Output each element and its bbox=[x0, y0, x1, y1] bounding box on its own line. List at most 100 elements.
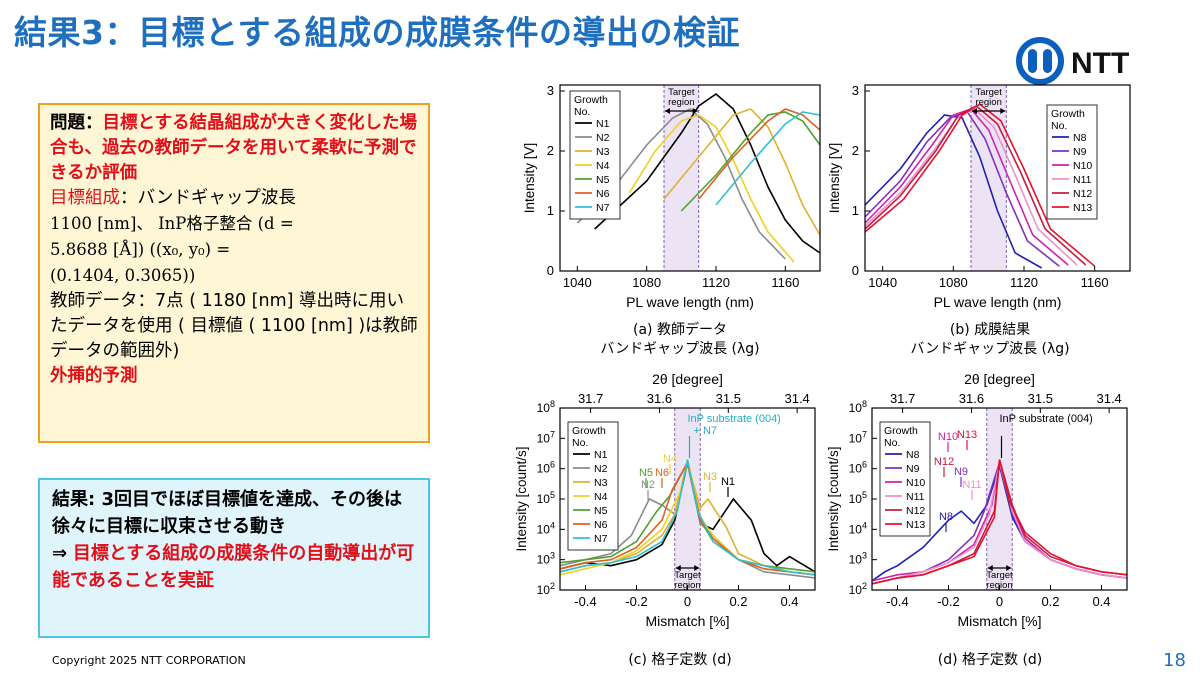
peak-label-n12: N12 bbox=[934, 456, 954, 468]
page-title: 結果3：目標とする組成の成膜条件の導出の検証 bbox=[14, 13, 740, 52]
target-arrow-right-head bbox=[692, 108, 698, 114]
plot-frame bbox=[559, 84, 821, 272]
y-axis-label: Intensity [count/s] bbox=[514, 446, 529, 551]
peak-label-n1: N1 bbox=[721, 476, 735, 488]
x-axis-label: PL wave length (nm) bbox=[934, 294, 1062, 310]
y-tick-label: 106 bbox=[849, 460, 867, 476]
legend-label-n2: N2 bbox=[596, 132, 610, 144]
x-tick-label: 1040 bbox=[868, 275, 897, 290]
legend-label-n13: N13 bbox=[1073, 202, 1092, 214]
top-tick-label: 31.6 bbox=[647, 391, 672, 406]
legend-label-n11: N11 bbox=[1073, 174, 1092, 186]
peak-label-n10: N10 bbox=[938, 431, 958, 443]
x-axis-label: Mismatch [%] bbox=[957, 613, 1041, 629]
target-label-line1: Target bbox=[975, 87, 1002, 98]
series-line-n3 bbox=[663, 108, 821, 236]
substrate-annotation: InP substrate (004) bbox=[1000, 413, 1093, 425]
series-line-n5 bbox=[680, 111, 821, 212]
y-tick-label: 3 bbox=[852, 83, 859, 98]
y-tick-label: 107 bbox=[849, 429, 867, 445]
peak-label-n6: N6 bbox=[655, 467, 669, 479]
x-tick-label: 0 bbox=[996, 594, 1003, 609]
target-label-line1: Target bbox=[986, 570, 1013, 581]
x-axis-label: Mismatch [%] bbox=[645, 613, 729, 629]
x-tick-label: 1120 bbox=[702, 275, 730, 290]
y-tick-label: 1 bbox=[547, 203, 554, 218]
legend-label-n4: N4 bbox=[596, 160, 610, 172]
page-number: 18 bbox=[1163, 650, 1186, 671]
extrapolation-label: 外挿的予測 bbox=[50, 366, 138, 386]
legend-label-n7: N7 bbox=[594, 533, 608, 545]
legend-label-n3: N3 bbox=[594, 477, 608, 489]
y-tick-label: 1 bbox=[852, 203, 859, 218]
x-tick-label: 0.4 bbox=[1092, 594, 1110, 609]
legend-label-n6: N6 bbox=[594, 519, 608, 531]
chart-c-xrd-teacher: -0.4 -0.2 0 0.2 0.4 102 103 104 105 106 107 108 Mism… bbox=[514, 371, 816, 629]
legend-label-n8: N8 bbox=[906, 449, 920, 461]
x-tick-label: 0 bbox=[684, 594, 691, 609]
target-line-4: (0.1404, 0.3065)) bbox=[50, 266, 196, 285]
legend-label-n8: N8 bbox=[1073, 132, 1087, 144]
target-arrow-right-head bbox=[1006, 565, 1012, 571]
caption-d: (d) 格子定数 (d) bbox=[937, 652, 1043, 668]
legend-label-n13: N13 bbox=[906, 519, 925, 531]
series-line-n1 bbox=[594, 92, 821, 254]
target-line-3: 5.8688 [Å]) ((x₀, y₀) = bbox=[50, 240, 231, 259]
result-text: 結果: 3回目でほぼ目標値を達成、その後は徐々に目標に収束させる動き bbox=[52, 489, 402, 537]
legend-title-line1: Growth bbox=[574, 94, 608, 106]
y-tick-label: 108 bbox=[537, 399, 555, 415]
peak-label-n2: N2 bbox=[641, 479, 655, 491]
x-tick-label: 1040 bbox=[563, 275, 592, 290]
peak-label-n3: N3 bbox=[703, 471, 717, 483]
peak-label-n11: N11 bbox=[962, 479, 981, 491]
conclusion-text: 目標とする組成の成膜条件の自動導出が可能であることを実証 bbox=[52, 543, 415, 591]
problem-text: 目標とする結晶組成が大きく変化した場合も、過去の教師データを用いて柔軟に予測でき… bbox=[50, 113, 417, 183]
y-tick-label: 107 bbox=[537, 429, 555, 445]
y-axis-label: Intensity [V] bbox=[522, 143, 537, 214]
top-tick-label: 31.4 bbox=[1096, 391, 1121, 406]
chart-b-pl-result: 1040 1080 1120 1160 0 1 2 3 PL wave length (nm) I… bbox=[827, 83, 1131, 310]
x-tick-label: 1120 bbox=[1010, 275, 1038, 290]
x-axis-label: PL wave length (nm) bbox=[626, 294, 754, 310]
legend-box bbox=[569, 90, 621, 220]
top-tick-label: 31.4 bbox=[784, 391, 809, 406]
caption-a-line1: (a) 教師データ bbox=[633, 322, 727, 338]
substrate-annotation-extra: + N7 bbox=[694, 425, 718, 437]
legend-label-n12: N12 bbox=[906, 505, 925, 517]
y-tick-label: 105 bbox=[537, 490, 555, 506]
series-line-n7 bbox=[715, 111, 821, 206]
legend-box bbox=[567, 421, 619, 551]
y-tick-label: 104 bbox=[537, 520, 555, 536]
x-tick-label: -0.2 bbox=[625, 594, 647, 609]
target-label-line1: Target bbox=[668, 87, 695, 98]
y-tick-label: 103 bbox=[849, 551, 867, 567]
y-tick-label: 0 bbox=[547, 263, 554, 278]
target-arrow-left-head bbox=[972, 108, 977, 114]
legend-label-n6: N6 bbox=[596, 188, 610, 200]
y-axis-label: Intensity [V] bbox=[827, 143, 842, 214]
legend-label-n3: N3 bbox=[596, 146, 610, 158]
target-arrow-left-head bbox=[675, 565, 681, 571]
x-tick-label: 1080 bbox=[939, 275, 968, 290]
y-axis-label: Intensity [count/s] bbox=[826, 446, 841, 551]
x-tick-label: -0.4 bbox=[574, 594, 596, 609]
peak-label-n9: N9 bbox=[954, 466, 968, 478]
substrate-annotation: InP substrate (004) bbox=[688, 413, 781, 425]
problem-box: 問題：目標とする結晶組成が大きく変化した場合も、過去の教師データを用いて柔軟に予… bbox=[38, 103, 430, 443]
y-tick-label: 102 bbox=[537, 581, 555, 597]
legend-title-line1: Growth bbox=[572, 425, 606, 437]
y-tick-label: 2 bbox=[852, 143, 859, 158]
legend-label-n12: N12 bbox=[1073, 188, 1092, 200]
series-line-n8 bbox=[864, 114, 1043, 269]
plot-frame bbox=[864, 84, 1131, 272]
target-label-line2: region bbox=[975, 97, 1001, 108]
series-line-n2 bbox=[576, 108, 786, 260]
series-line-n11 bbox=[864, 108, 1078, 266]
legend-box bbox=[879, 421, 931, 537]
y-tick-label: 0 bbox=[852, 263, 859, 278]
teacher-text: 教師データ：7点 ( 1180 [nm] 導出時に用いたデータを使用 ( 目標値… bbox=[50, 291, 418, 361]
legend-label-n1: N1 bbox=[594, 449, 608, 461]
caption-a-line2: バンドギャップ波長 (λg) bbox=[600, 341, 760, 357]
peak-label-n5: N5 bbox=[639, 467, 653, 479]
target-line-2: 1100 [nm]、 InP格子整合 (d = bbox=[50, 214, 294, 233]
